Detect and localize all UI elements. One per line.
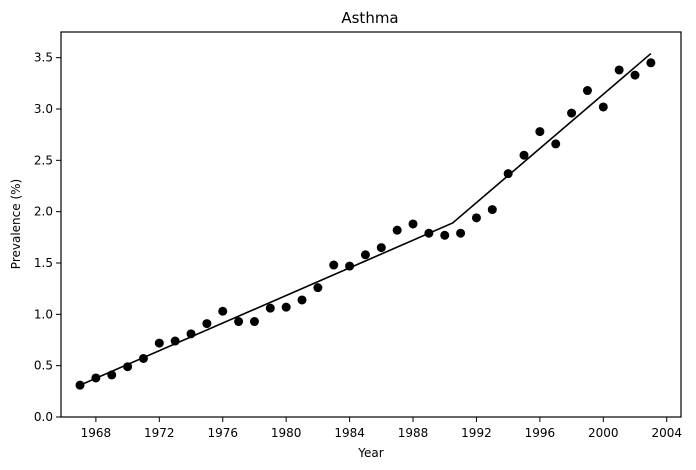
x-tick-label: 1996 [525,426,556,440]
y-tick-label: 2.0 [34,205,53,219]
data-point [630,70,640,80]
x-tick-label: 1968 [81,426,112,440]
y-tick-label: 2.5 [34,153,53,167]
data-point [329,260,339,270]
data-point [360,250,370,260]
x-tick-label: 1980 [271,426,302,440]
x-tick-label: 2004 [651,426,682,440]
y-tick-label: 0.5 [34,359,53,373]
x-tick-label: 1988 [398,426,429,440]
data-point [408,219,418,229]
data-point [345,261,355,271]
data-point [567,108,577,118]
data-point [598,102,608,112]
data-point [519,150,529,160]
data-point [376,243,386,253]
y-tick-label: 0.0 [34,410,53,424]
data-point [646,58,656,68]
x-axis: 1968 1972 1976 1980 1984 1988 1992 1996 2000 2004 [81,417,682,440]
data-point [535,127,545,137]
data-point [487,205,497,215]
data-point [154,338,164,348]
data-point [503,169,513,179]
y-axis: 0.0 0.5 1.0 1.5 2.0 2.5 3.0 3.5 [34,51,61,424]
data-point [456,228,466,238]
data-point [313,283,323,293]
data-point [170,336,180,346]
data-point [392,225,402,235]
data-point [471,213,481,223]
data-point [297,295,307,305]
data-point [440,230,450,240]
y-tick-label: 3.5 [34,51,53,65]
x-axis-label: Year [357,446,383,460]
y-tick-label: 1.0 [34,307,53,321]
data-point [551,139,561,149]
data-point [234,317,244,327]
trend-line [79,52,652,386]
data-point [75,380,85,390]
data-point [582,86,592,96]
data-point [202,319,212,329]
data-point [91,373,101,383]
x-tick-label: 1984 [334,426,365,440]
x-tick-label: 1972 [144,426,175,440]
data-point [265,303,275,313]
y-tick-label: 1.5 [34,256,53,270]
x-tick-label: 1992 [461,426,492,440]
x-tick-label: 1976 [207,426,238,440]
data-point [186,329,196,339]
data-point [138,353,148,363]
series-layer [75,52,656,390]
y-axis-label: Prevalence (%) [9,179,23,269]
x-tick-label: 2000 [588,426,619,440]
y-tick-label: 3.0 [34,102,53,116]
data-point [281,302,291,312]
data-point [614,65,624,75]
data-point [249,317,259,327]
data-point [424,228,434,238]
data-point [218,306,228,316]
data-point [123,362,133,372]
chart-title: Asthma [341,9,398,27]
data-point [107,370,117,380]
plot-area [60,31,682,418]
